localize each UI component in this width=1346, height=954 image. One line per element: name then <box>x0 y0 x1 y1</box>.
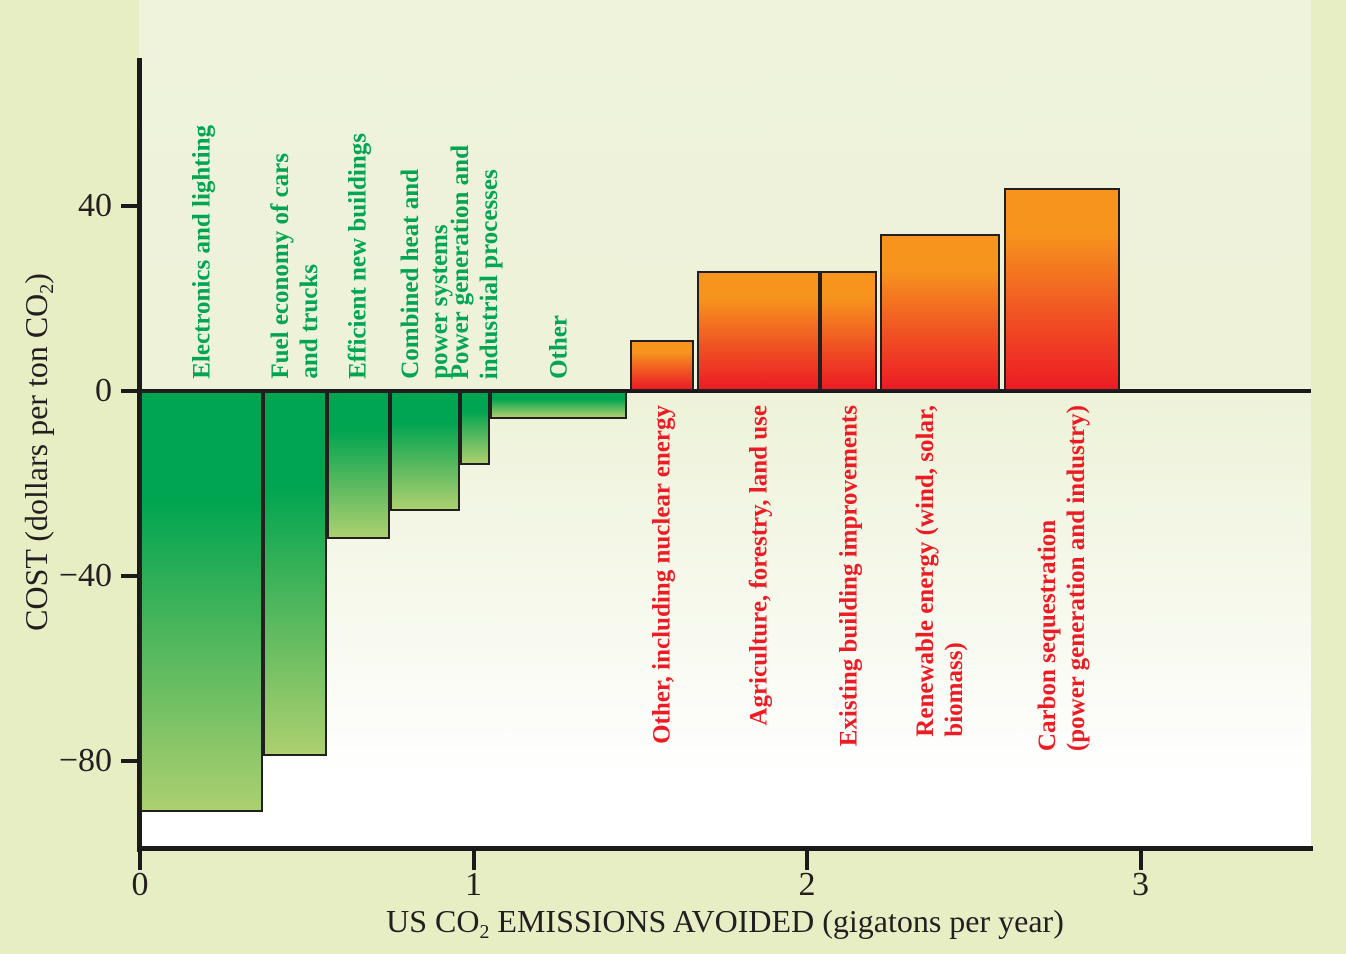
chart-bar-efficient-new-buildings <box>326 391 391 539</box>
bar-label-line: Existing building improvements <box>835 405 863 747</box>
bar-label-fuel-economy-of-cars-and-trucks: Fuel economy of cars and trucks <box>266 153 324 379</box>
bar-label-electronics-and-lighting: Electronics and lighting <box>187 125 216 379</box>
bar-label-line: Other, including nuclear energy <box>648 405 676 744</box>
y-tick-−40 <box>121 574 140 578</box>
y-tick-label-0: 0 <box>95 372 112 409</box>
chart-bar-combined-heat-and-power-systems <box>390 391 461 512</box>
bar-label-line: biomass) <box>941 642 969 737</box>
bar-label-line: and trucks <box>296 264 324 379</box>
bar-label-line: Combined heat and <box>397 169 425 379</box>
y-tick-label-−40: −40 <box>58 557 112 594</box>
y-tick-0 <box>121 389 140 393</box>
x-tick-0 <box>138 851 142 870</box>
chart-bar-other-including-nuclear-energy <box>630 340 694 391</box>
x-tick-label-1: 1 <box>465 866 482 903</box>
chart-bar-renewable-energy-wind-solar-biomass <box>880 233 1001 391</box>
bar-label-efficient-new-buildings: Efficient new buildings <box>344 133 373 379</box>
y-axis-title-suffix: ) <box>18 273 54 284</box>
x-tick-3 <box>1138 851 1143 870</box>
chart-bar-electronics-and-lighting <box>140 391 264 812</box>
bar-label-line: Fuel economy of cars <box>267 153 295 379</box>
x-tick-label-0: 0 <box>131 866 149 903</box>
bar-label-line: industrial processes <box>476 169 504 379</box>
bar-label-other-including-nuclear-energy: Other, including nuclear energy <box>647 405 676 744</box>
bar-label-line: Renewable energy (wind, solar, <box>912 405 940 737</box>
bar-label-line: Agriculture, forestry, land use <box>745 405 773 726</box>
x-axis-title-suffix: EMISSIONS AVOIDED (gigatons per year) <box>489 903 1064 939</box>
x-tick-label-3: 3 <box>1132 866 1149 903</box>
x-tick-label-2: 2 <box>798 866 816 903</box>
x-axis-title-subscript: 2 <box>479 920 490 943</box>
bar-label-power-generation-and-industrial-processes: Power generation and industrial processes <box>446 145 504 379</box>
bar-label-line: Power generation and <box>447 144 475 379</box>
bar-label-agriculture-forestry-land-use: Agriculture, forestry, land use <box>744 405 773 726</box>
x-tick-2 <box>805 851 809 870</box>
zero-baseline <box>140 388 1311 394</box>
bar-label-line: Electronics and lighting <box>188 125 216 379</box>
chart-bar-fuel-economy-of-cars-and-trucks <box>263 391 327 757</box>
chart-bar-carbon-sequestration-power-generation-and-industry <box>1003 187 1121 391</box>
y-tick-40 <box>121 204 140 208</box>
y-axis <box>137 58 142 852</box>
y-tick-label-40: 40 <box>78 187 112 224</box>
bar-label-other: Other <box>544 315 573 379</box>
bar-label-carbon-sequestration-power-generation-and-industry: Carbon sequestration (power generation an… <box>1033 405 1091 751</box>
y-axis-title-subscript: 2 <box>35 283 58 294</box>
x-tick-1 <box>471 851 476 870</box>
y-tick-label-−80: −80 <box>58 742 112 779</box>
bar-label-line: (power generation and industry) <box>1063 405 1091 752</box>
x-axis <box>137 846 1313 851</box>
y-axis-title: COST (dollars per ton CO2) <box>18 52 59 852</box>
x-axis-title: US CO2 EMISSIONS AVOIDED (gigatons per y… <box>125 903 1325 944</box>
chart-bar-other <box>490 391 627 419</box>
y-axis-title-text: COST (dollars per ton CO <box>18 293 54 631</box>
chart-bar-power-generation-and-industrial-processes <box>460 391 491 465</box>
bar-label-line: Carbon sequestration <box>1034 519 1062 752</box>
bar-label-line: Efficient new buildings <box>344 133 372 379</box>
bar-label-renewable-energy-wind-solar-biomass: Renewable energy (wind, solar, biomass) <box>911 405 969 737</box>
chart-bar-agriculture-forestry-land-use <box>696 270 821 391</box>
bar-label-existing-building-improvements: Existing building improvements <box>834 405 863 746</box>
chart-bar-existing-building-improvements <box>820 270 878 391</box>
bar-label-line: Other <box>545 315 573 379</box>
y-tick-−80 <box>121 759 140 763</box>
x-axis-title-text: US CO <box>386 903 480 939</box>
